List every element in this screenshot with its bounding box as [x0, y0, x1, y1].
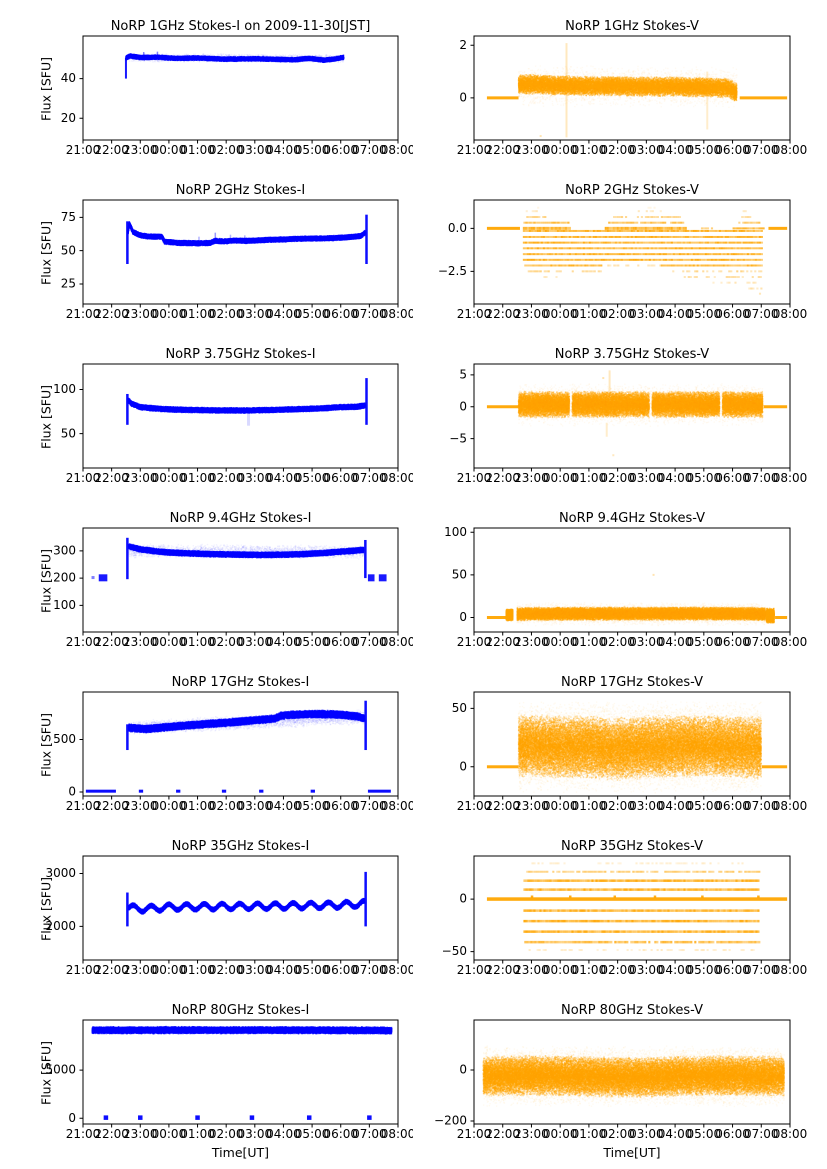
plot-canvas-35ghz-stokes-i [0, 854, 413, 976]
subplot-9.4ghz-stokes-i: NoRP 9.4GHz Stokes-I Flux [SFU] [0, 496, 413, 648]
plot-canvas-3.75ghz-stokes-i [0, 362, 413, 484]
subplot-title: NoRP 80GHz Stokes-I [171, 1003, 310, 1018]
subplot-title: NoRP 1GHz Stokes-I on 2009-11-30[JST] [110, 19, 371, 34]
subplot-title: NoRP 3.75GHz Stokes-I [165, 347, 316, 362]
subplot-80ghz-stokes-i: NoRP 80GHz Stokes-I Flux [SFU] Time[UT] [0, 988, 413, 1166]
subplot-2ghz-stokes-i: NoRP 2GHz Stokes-I Flux [SFU] [0, 168, 413, 320]
subplot-1ghz-stokes-v: NoRP 1GHz Stokes-V [413, 4, 827, 156]
plot-canvas-3.75ghz-stokes-v [413, 362, 826, 484]
subplot-3.75ghz-stokes-v: NoRP 3.75GHz Stokes-V [413, 332, 827, 484]
subplot-title: NoRP 17GHz Stokes-I [171, 675, 310, 690]
plot-canvas-80ghz-stokes-i [0, 1018, 413, 1140]
subplot-title: NoRP 80GHz Stokes-V [561, 1003, 703, 1018]
subplot-35ghz-stokes-i: NoRP 35GHz Stokes-I Flux [SFU] [0, 824, 413, 976]
subplot-title: NoRP 35GHz Stokes-V [561, 839, 703, 854]
subplot-title: NoRP 9.4GHz Stokes-V [558, 511, 706, 526]
x-axis-label: Time[UT] [211, 1145, 270, 1160]
subplot-3.75ghz-stokes-i: NoRP 3.75GHz Stokes-I Flux [SFU] [0, 332, 413, 484]
subplot-9.4ghz-stokes-v: NoRP 9.4GHz Stokes-V [413, 496, 827, 648]
plot-canvas-1ghz-stokes-v [413, 34, 826, 156]
subplot-17ghz-stokes-v: NoRP 17GHz Stokes-V [413, 660, 827, 812]
y-axis-label: Flux [SFU] [38, 1041, 54, 1105]
plot-canvas-9.4ghz-stokes-i [0, 526, 413, 648]
subplot-title: NoRP 2GHz Stokes-V [565, 183, 699, 198]
plot-canvas-80ghz-stokes-v [413, 1018, 826, 1140]
plot-canvas-2ghz-stokes-v [413, 198, 826, 320]
y-axis-label: Flux [SFU] [38, 57, 54, 121]
subplot-80ghz-stokes-v: NoRP 80GHz Stokes-V Time[UT] [413, 988, 827, 1166]
y-axis-label: Flux [SFU] [38, 385, 54, 449]
x-axis-label: Time[UT] [603, 1145, 661, 1160]
subplot-title: NoRP 17GHz Stokes-V [561, 675, 703, 690]
y-axis-label: Flux [SFU] [38, 877, 54, 941]
subplot-1ghz-stokes-i: NoRP 1GHz Stokes-I on 2009-11-30[JST] Fl… [0, 4, 413, 156]
plot-canvas-1ghz-stokes-i [0, 34, 413, 156]
plot-canvas-17ghz-stokes-i [0, 690, 413, 812]
plot-canvas-17ghz-stokes-v [413, 690, 826, 812]
subplot-title: NoRP 3.75GHz Stokes-V [554, 347, 710, 362]
y-axis-label: Flux [SFU] [38, 221, 54, 285]
plot-canvas-2ghz-stokes-i [0, 198, 413, 320]
subplot-17ghz-stokes-i: NoRP 17GHz Stokes-I Flux [SFU] [0, 660, 413, 812]
plot-canvas-9.4ghz-stokes-v [413, 526, 826, 648]
plot-canvas-35ghz-stokes-v [413, 854, 826, 976]
subplot-2ghz-stokes-v: NoRP 2GHz Stokes-V [413, 168, 827, 320]
subplot-title: NoRP 1GHz Stokes-V [565, 19, 699, 34]
y-axis-label: Flux [SFU] [38, 549, 54, 613]
subplot-title: NoRP 2GHz Stokes-I [175, 183, 306, 198]
subplot-35ghz-stokes-v: NoRP 35GHz Stokes-V [413, 824, 827, 976]
y-axis-label: Flux [SFU] [38, 713, 54, 777]
subplot-title: NoRP 9.4GHz Stokes-I [169, 511, 312, 526]
subplot-title: NoRP 35GHz Stokes-I [171, 839, 310, 854]
